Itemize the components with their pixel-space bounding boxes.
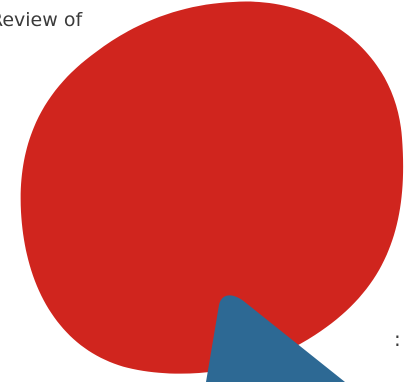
red-blob-shape — [20, 1, 404, 374]
cropped-heading-text: Review of — [0, 9, 83, 31]
blue-wedge-shape — [206, 295, 345, 382]
cropped-colon-text: : — [394, 327, 401, 351]
